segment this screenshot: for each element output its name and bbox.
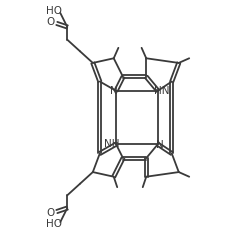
Text: O: O	[46, 208, 54, 218]
Text: O: O	[46, 17, 54, 27]
Text: HO: HO	[46, 219, 61, 229]
Text: N: N	[109, 86, 117, 96]
Text: HO: HO	[46, 6, 61, 16]
Text: N: N	[156, 140, 163, 150]
Text: HN: HN	[153, 86, 168, 96]
Text: NH: NH	[103, 139, 119, 149]
